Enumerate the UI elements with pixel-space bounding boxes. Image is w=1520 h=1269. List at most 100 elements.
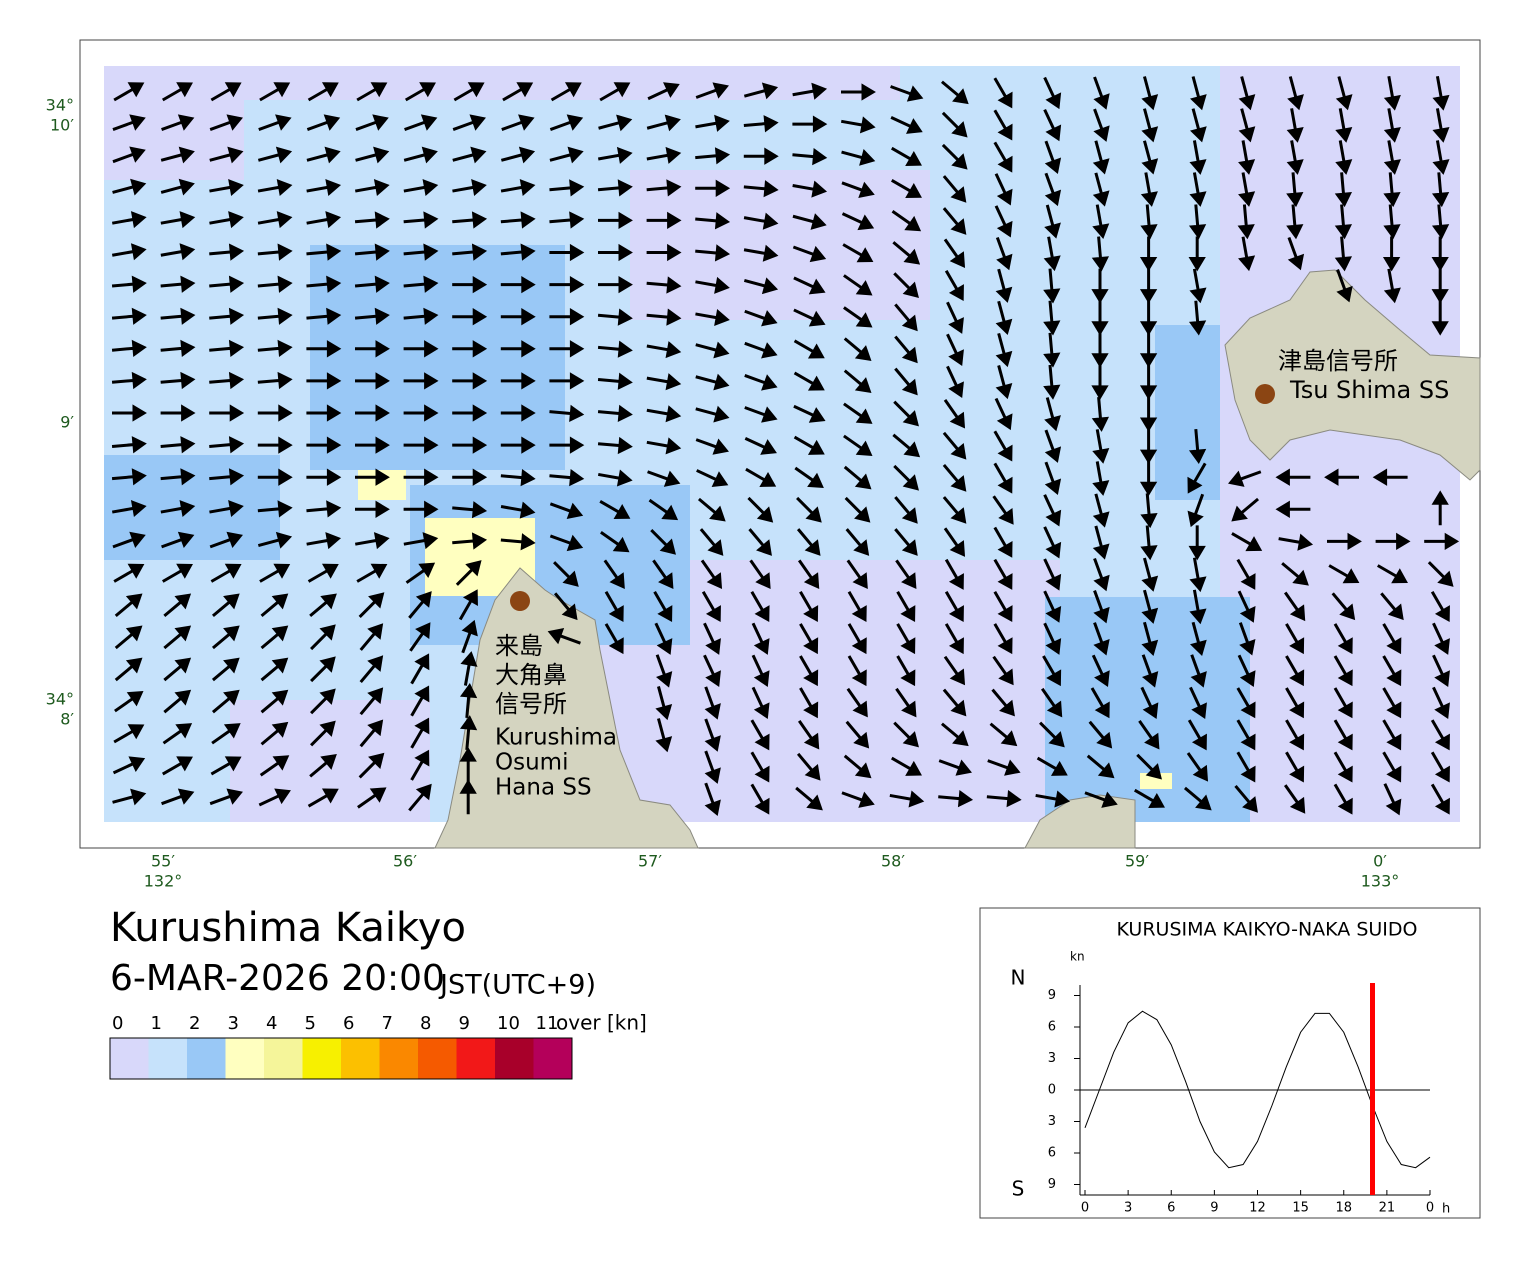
current-arrow: [210, 82, 242, 102]
current-arrow: [1043, 108, 1062, 142]
current-arrow: [452, 532, 488, 550]
current-arrow: [1287, 236, 1305, 271]
current-arrow: [1140, 493, 1158, 529]
current-arrow: [257, 339, 293, 358]
datetime: 6-MAR-2026 20:00: [110, 958, 445, 999]
x-tick-label: 18: [1335, 1201, 1352, 1216]
x-tick-label: 0: [1426, 1201, 1434, 1216]
current-arrow: [452, 114, 486, 131]
current-arrow: [355, 372, 390, 390]
current-arrow: [161, 82, 193, 102]
current-arrow: [1088, 720, 1113, 749]
legend-swatch: [187, 1038, 226, 1079]
current-arrow: [1275, 468, 1311, 486]
x-tick-label: 21: [1379, 1201, 1396, 1216]
current-arrow: [896, 655, 916, 687]
current-arrow: [452, 146, 487, 164]
current-arrow: [306, 340, 342, 358]
current-arrow: [113, 563, 145, 583]
current-arrow: [112, 178, 147, 196]
current-arrow: [604, 590, 624, 622]
current-arrow: [989, 722, 1018, 747]
current-arrow: [1231, 497, 1260, 522]
current-arrow: [940, 80, 969, 105]
current-arrow: [111, 500, 147, 518]
current-arrow: [452, 501, 488, 519]
current-arrow: [695, 82, 729, 99]
current-arrow: [306, 468, 342, 486]
current-arrow: [403, 404, 439, 422]
current-arrow: [452, 468, 488, 486]
current-arrow: [459, 779, 477, 815]
station-marker: [510, 591, 530, 611]
current-arrow: [1189, 172, 1207, 207]
current-arrow: [841, 149, 876, 166]
lon-minute: 0′: [1373, 852, 1387, 871]
current-arrow: [309, 753, 337, 778]
current-arrow: [306, 404, 342, 422]
current-arrow: [598, 114, 633, 132]
current-arrow: [357, 787, 387, 809]
current-arrow: [1091, 654, 1110, 687]
current-arrow: [408, 783, 432, 812]
current-arrow: [695, 244, 731, 262]
y-tick-label: 3: [1048, 1051, 1056, 1066]
current-arrow: [1285, 719, 1305, 751]
current-arrow: [1424, 532, 1460, 551]
legend-swatch: [110, 1038, 149, 1079]
current-arrow: [257, 404, 293, 422]
current-arrow: [993, 77, 1013, 109]
current-arrow: [161, 756, 193, 776]
current-arrow: [1190, 621, 1207, 656]
current-arrow: [112, 146, 146, 164]
current-arrow: [646, 276, 682, 294]
current-arrow: [1234, 784, 1258, 813]
current-arrow: [1141, 108, 1159, 143]
legend-label: 0: [112, 1013, 123, 1034]
current-arrow: [403, 436, 439, 454]
current-arrow: [942, 463, 967, 492]
current-arrow: [310, 624, 336, 651]
current-arrow: [1091, 332, 1109, 368]
current-arrow: [354, 243, 390, 261]
current-arrow: [1286, 204, 1304, 240]
station-name-en: Hana SS: [495, 775, 592, 801]
current-arrow: [1335, 140, 1353, 175]
current-arrow: [452, 275, 488, 294]
lon-minute: 55′: [151, 852, 175, 871]
current-arrow: [704, 686, 721, 720]
current-arrow: [1287, 76, 1304, 111]
current-arrow: [1140, 204, 1158, 240]
current-arrow: [403, 211, 439, 229]
current-arrow: [209, 339, 245, 358]
current-arrow: [306, 211, 342, 229]
current-arrow: [354, 275, 390, 293]
current-arrow: [1285, 655, 1305, 687]
current-arrow: [938, 759, 972, 776]
current-arrow: [695, 147, 731, 165]
current-arrow: [1430, 590, 1450, 622]
current-arrow: [946, 333, 964, 366]
current-arrow: [992, 495, 1014, 525]
current-arrow: [599, 500, 631, 520]
station-name-en: Kurushima: [495, 725, 617, 751]
x-tick-label: 0: [1081, 1201, 1089, 1216]
current-arrow: [112, 756, 146, 775]
current-arrow: [160, 211, 196, 229]
legend-swatch: [495, 1038, 534, 1079]
current-arrow: [549, 502, 584, 519]
current-arrow: [655, 686, 673, 721]
current-arrow: [306, 146, 341, 164]
current-arrow: [1238, 622, 1256, 656]
current-arrow: [306, 307, 342, 325]
current-arrow: [403, 243, 439, 261]
current-arrow: [160, 307, 196, 325]
current-arrow: [112, 114, 146, 131]
current-arrow: [1188, 429, 1207, 464]
current-arrow: [209, 179, 244, 197]
current-arrow: [1236, 719, 1256, 751]
current-arrow: [993, 623, 1013, 655]
current-arrow: [1091, 300, 1109, 336]
current-arrow: [894, 528, 918, 556]
current-arrow: [403, 372, 439, 390]
